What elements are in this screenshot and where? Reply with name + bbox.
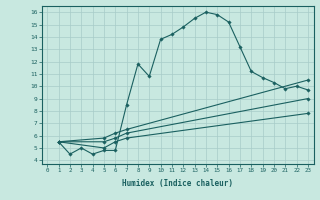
X-axis label: Humidex (Indice chaleur): Humidex (Indice chaleur) bbox=[122, 179, 233, 188]
